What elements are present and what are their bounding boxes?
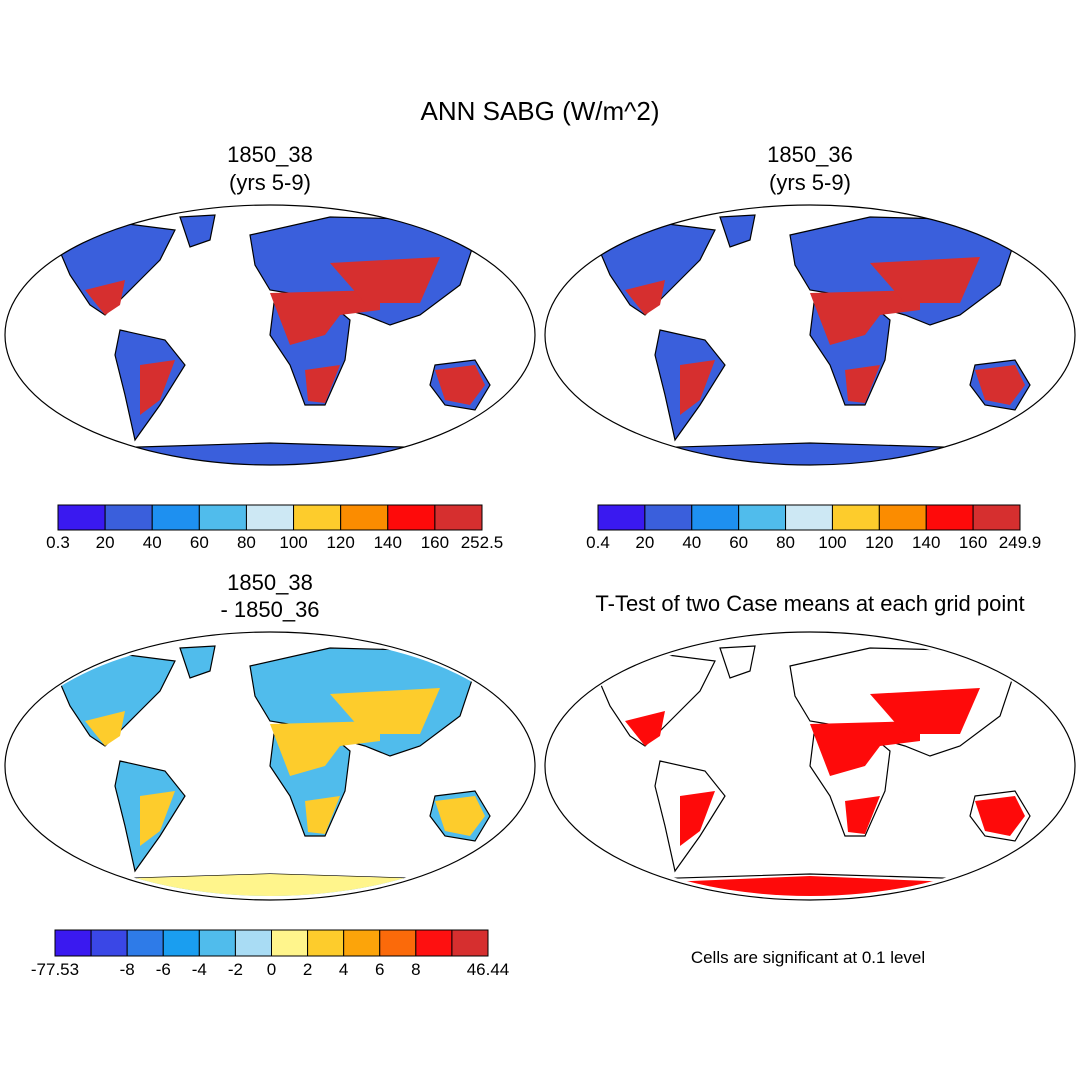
- colorbar-box: [340, 504, 389, 531]
- colorbar-box: [972, 504, 1021, 531]
- colorbar-label: 100: [279, 533, 307, 552]
- colorbar-label: -6: [156, 960, 171, 979]
- colorbar-box: [925, 504, 974, 531]
- colorbar-label: 40: [682, 533, 701, 552]
- colorbar-label: 0.4: [586, 533, 610, 552]
- colorbar-label: 0: [267, 960, 276, 979]
- colorbar-box: [293, 504, 342, 531]
- colorbar-label: 60: [729, 533, 748, 552]
- colorbar-box: [234, 929, 273, 957]
- panel-title: - 1850_36: [220, 597, 319, 622]
- colorbar-label: 100: [818, 533, 846, 552]
- panel-title: 1850_38: [227, 570, 313, 595]
- colorbar-label: -8: [120, 960, 135, 979]
- colorbar-box: [831, 504, 880, 531]
- colorbar-box: [198, 504, 247, 531]
- colorbar-box: [307, 929, 345, 957]
- colorbar-label: 46.44: [467, 960, 510, 979]
- colorbar-label: -4: [192, 960, 207, 979]
- colorbar-box: [151, 504, 200, 531]
- colorbar-label: -2: [228, 960, 243, 979]
- colorbar-label: 20: [96, 533, 115, 552]
- colorbar-label: 20: [635, 533, 654, 552]
- colorbar-label: 0.3: [46, 533, 70, 552]
- colorbar-box: [644, 504, 693, 531]
- panel-title: (yrs 5-9): [229, 170, 311, 195]
- colorbar-box: [162, 929, 200, 957]
- colorbar-label: 120: [326, 533, 354, 552]
- colorbar-box: [198, 929, 236, 957]
- colorbar-box: [126, 929, 164, 957]
- colorbar-box: [343, 929, 381, 957]
- panel-title: T-Test of two Case means at each grid po…: [595, 591, 1024, 616]
- colorbar-label: 4: [339, 960, 348, 979]
- colorbar-label: 80: [776, 533, 795, 552]
- colorbar-label: 40: [143, 533, 162, 552]
- map: [544, 631, 1076, 901]
- figure-title: ANN SABG (W/m^2): [421, 96, 660, 126]
- colorbar-label: -77.53: [31, 960, 79, 979]
- map: [4, 204, 536, 466]
- colorbar-box: [878, 504, 927, 531]
- map: [4, 631, 536, 901]
- colorbar-box: [90, 929, 128, 957]
- colorbar-box: [691, 504, 740, 531]
- colorbar-box: [57, 504, 106, 531]
- colorbar-box: [379, 929, 417, 957]
- colorbar-label: 120: [865, 533, 893, 552]
- colorbar-box: [104, 504, 153, 531]
- colorbar-label: 160: [421, 533, 449, 552]
- colorbar-box: [245, 504, 295, 531]
- colorbar-label: 249.9: [999, 533, 1042, 552]
- colorbar-box: [415, 929, 453, 957]
- colorbar-box: [451, 929, 489, 957]
- colorbar-label: 140: [912, 533, 940, 552]
- colorbar-box: [387, 504, 436, 531]
- colorbar-label: 60: [190, 533, 209, 552]
- colorbar-box: [738, 504, 787, 531]
- colorbar-box: [434, 504, 483, 531]
- colorbar-label: 252.5: [461, 533, 504, 552]
- colorbar-label: 160: [959, 533, 987, 552]
- colorbar-label: 80: [237, 533, 256, 552]
- note: Cells are significant at 0.1 level: [691, 948, 925, 967]
- panel-title: (yrs 5-9): [769, 170, 851, 195]
- panel-title: 1850_36: [767, 142, 853, 167]
- panel-title: 1850_38: [227, 142, 313, 167]
- colorbar-label: 2: [303, 960, 312, 979]
- colorbar-label: 140: [374, 533, 402, 552]
- colorbar-box: [271, 929, 309, 957]
- map: [544, 204, 1076, 466]
- colorbar-box: [54, 929, 92, 957]
- colorbar-box: [597, 504, 646, 531]
- colorbar-label: 6: [375, 960, 384, 979]
- colorbar-label: 8: [411, 960, 420, 979]
- colorbar-box: [785, 504, 833, 531]
